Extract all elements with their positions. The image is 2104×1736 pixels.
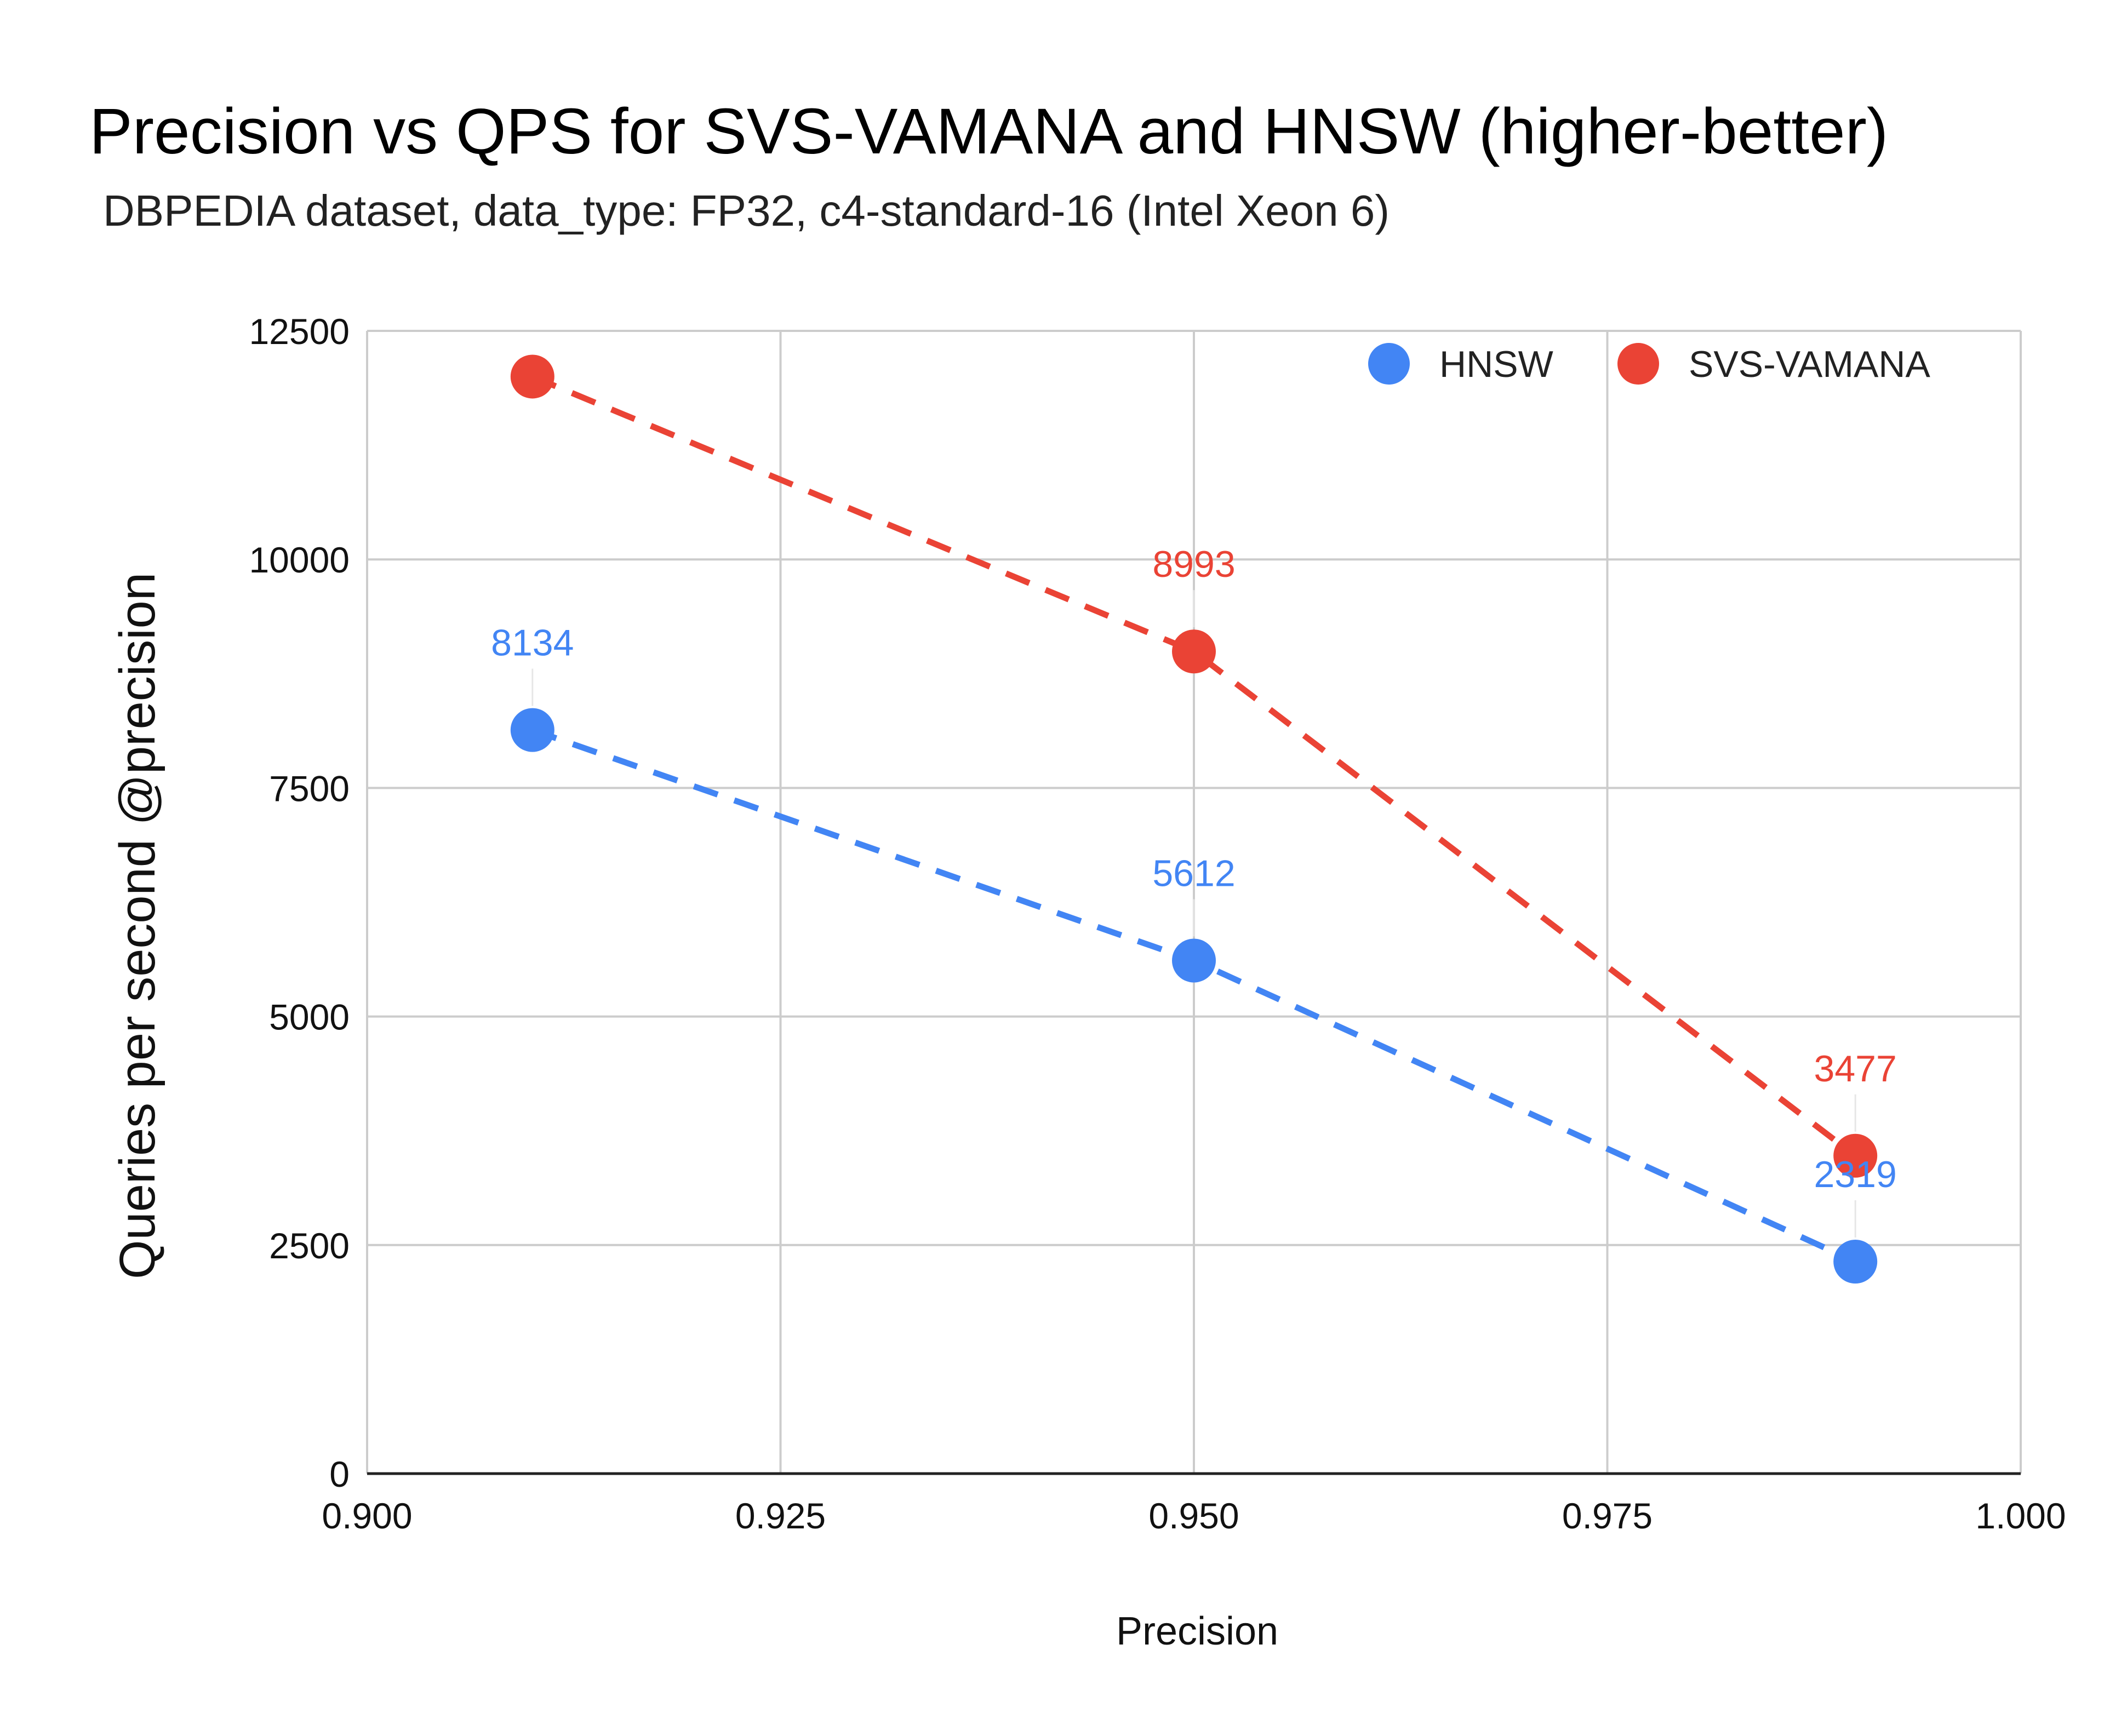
data-label-svs-vamana: 3477: [1814, 1048, 1897, 1090]
series-labels: 8134 5612 2319 8993 3477: [491, 543, 1897, 1238]
data-label-hnsw: 2319: [1814, 1154, 1897, 1195]
data-label-svs-vamana: 8993: [1152, 543, 1235, 585]
data-point-hnsw: [1172, 938, 1216, 983]
data-point-hnsw: [510, 708, 554, 752]
data-point-svs-vamana: [1172, 629, 1216, 674]
x-tick-label: 0.975: [1562, 1496, 1653, 1536]
x-axis-label: Precision: [1116, 1609, 1278, 1653]
y-axis-ticks: 0 2500 5000 7500 10000 12500: [249, 311, 350, 1494]
data-point-hnsw: [1833, 1240, 1878, 1284]
y-tick-label: 0: [329, 1454, 350, 1494]
y-tick-label: 5000: [269, 997, 350, 1038]
data-point-svs-vamana: [510, 354, 554, 399]
grid: [366, 330, 2022, 1474]
x-tick-label: 0.950: [1148, 1496, 1239, 1536]
y-tick-label: 2500: [269, 1225, 350, 1266]
y-tick-label: 7500: [269, 768, 350, 809]
x-tick-label: 0.925: [735, 1496, 826, 1536]
y-tick-label: 12500: [249, 311, 350, 352]
y-tick-label: 10000: [249, 540, 350, 580]
chart-title: Precision vs QPS for SVS-VAMANA and HNSW…: [89, 95, 1888, 168]
x-tick-label: 1.000: [1975, 1496, 2066, 1536]
series-points: [510, 354, 1878, 1284]
legend-marker-svs-vamana: [1617, 343, 1659, 385]
data-point-svs-vamana: [1833, 1133, 1878, 1178]
y-axis-label: Queries per second @precision: [110, 572, 165, 1279]
x-axis-ticks: 0.900 0.925 0.950 0.975 1.000: [322, 1496, 2066, 1536]
legend: HNSW SVS-VAMANA: [1368, 343, 1930, 385]
legend-label-hnsw: HNSW: [1439, 343, 1553, 385]
legend-label-svs-vamana: SVS-VAMANA: [1689, 343, 1930, 385]
legend-marker-hnsw: [1368, 343, 1410, 385]
data-label-hnsw: 5612: [1152, 852, 1235, 894]
series-line-svs-vamana: [531, 374, 1857, 1159]
data-label-hnsw: 8134: [491, 622, 574, 664]
x-tick-label: 0.900: [322, 1496, 412, 1536]
chart-subtitle: DBPEDIA dataset, data_type: FP32, c4-sta…: [103, 186, 1390, 235]
